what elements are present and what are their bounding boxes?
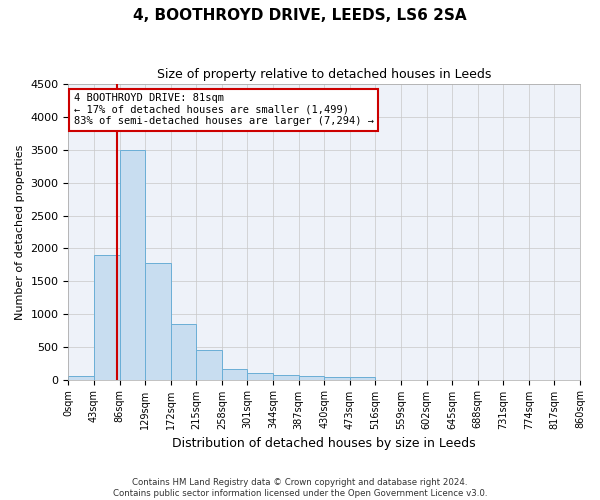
- Title: Size of property relative to detached houses in Leeds: Size of property relative to detached ho…: [157, 68, 491, 80]
- Bar: [94, 255, 119, 380]
- Bar: [119, 150, 145, 380]
- X-axis label: Distribution of detached houses by size in Leeds: Distribution of detached houses by size …: [172, 437, 476, 450]
- Bar: [68, 376, 94, 380]
- Bar: [350, 378, 376, 380]
- Bar: [273, 375, 299, 380]
- Bar: [222, 368, 247, 380]
- Bar: [247, 373, 273, 380]
- Bar: [324, 377, 350, 380]
- Bar: [196, 350, 222, 380]
- Text: 4 BOOTHROYD DRIVE: 81sqm
← 17% of detached houses are smaller (1,499)
83% of sem: 4 BOOTHROYD DRIVE: 81sqm ← 17% of detach…: [74, 94, 374, 126]
- Bar: [171, 324, 196, 380]
- Y-axis label: Number of detached properties: Number of detached properties: [15, 144, 25, 320]
- Bar: [145, 263, 171, 380]
- Text: 4, BOOTHROYD DRIVE, LEEDS, LS6 2SA: 4, BOOTHROYD DRIVE, LEEDS, LS6 2SA: [133, 8, 467, 22]
- Bar: [299, 376, 324, 380]
- Text: Contains HM Land Registry data © Crown copyright and database right 2024.
Contai: Contains HM Land Registry data © Crown c…: [113, 478, 487, 498]
